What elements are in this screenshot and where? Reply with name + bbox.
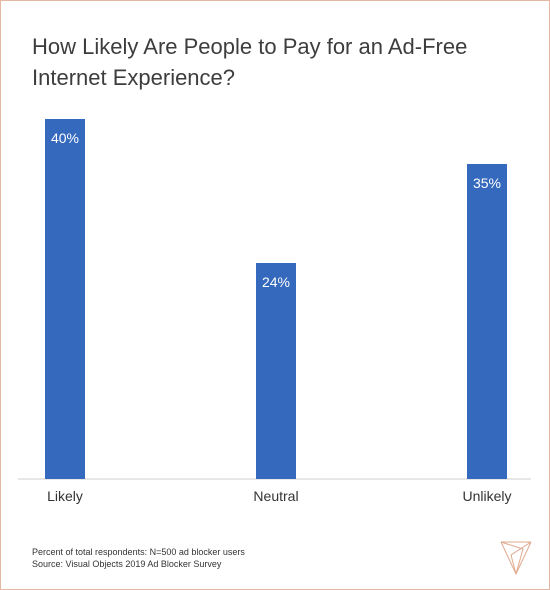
bar-group: 40% Likely 24% Neutral 35% Unlikely — [45, 119, 512, 504]
bar-chart: 40% Likely 24% Neutral 35% Unlikely — [18, 119, 531, 504]
x-tick-label-neutral: Neutral — [253, 488, 298, 504]
data-label-neutral: 24% — [262, 274, 290, 290]
data-label-unlikely: 35% — [473, 175, 501, 191]
x-tick-label-unlikely: Unlikely — [462, 488, 511, 504]
chart-title: How Likely Are People to Pay for an Ad-F… — [32, 34, 468, 90]
footnote-source: Source: Visual Objects 2019 Ad Blocker S… — [32, 559, 222, 569]
bar-neutral — [256, 263, 296, 479]
bar-likely — [45, 119, 85, 479]
footnote-respondents: Percent of total respondents: N=500 ad b… — [32, 547, 245, 557]
data-label-likely: 40% — [51, 130, 79, 146]
x-tick-label-likely: Likely — [47, 488, 83, 504]
visual-objects-logo-icon — [500, 541, 532, 576]
bar-unlikely — [467, 164, 507, 479]
